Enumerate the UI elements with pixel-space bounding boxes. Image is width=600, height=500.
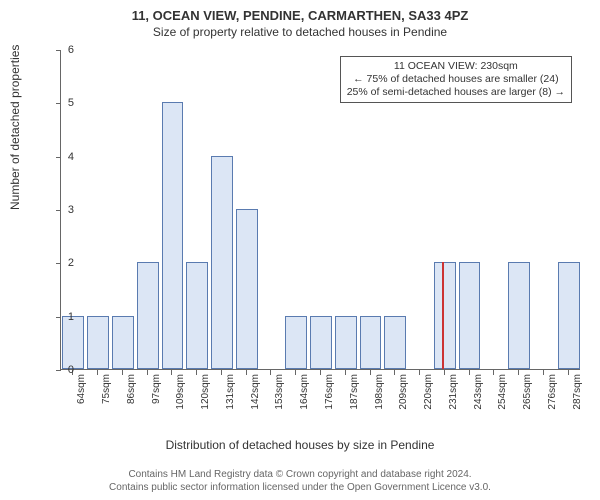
bar: [285, 316, 307, 369]
y-tick-label: 6: [44, 44, 74, 56]
x-tick-label: 109sqm: [175, 374, 186, 410]
x-tick-mark: [394, 370, 395, 375]
x-tick-label: 265sqm: [522, 374, 533, 410]
x-tick-label: 153sqm: [274, 374, 285, 410]
bar: [186, 262, 208, 369]
x-tick-label: 209sqm: [398, 374, 409, 410]
x-tick-label: 276sqm: [547, 374, 558, 410]
y-tick-label: 3: [44, 204, 74, 216]
x-tick-mark: [196, 370, 197, 375]
bar: [508, 262, 530, 369]
x-tick-mark: [320, 370, 321, 375]
bar: [360, 316, 382, 369]
x-tick-mark: [147, 370, 148, 375]
y-axis-label: Number of detached properties: [8, 45, 22, 210]
bar: [384, 316, 406, 369]
x-tick-label: 220sqm: [423, 374, 434, 410]
bar: [459, 262, 481, 369]
bar: [137, 262, 159, 369]
x-tick-label: 254sqm: [497, 374, 508, 410]
x-tick-label: 198sqm: [374, 374, 385, 410]
bar: [335, 316, 357, 369]
x-tick-label: 231sqm: [448, 374, 459, 410]
x-axis-label: Distribution of detached houses by size …: [0, 438, 600, 452]
chart-title-main: 11, OCEAN VIEW, PENDINE, CARMARTHEN, SA3…: [0, 0, 600, 23]
x-tick-mark: [543, 370, 544, 375]
x-tick-mark: [270, 370, 271, 375]
x-tick-mark: [469, 370, 470, 375]
bar: [211, 156, 233, 369]
annotation-line: ← 75% of detached houses are smaller (24…: [347, 73, 565, 86]
y-tick-label: 5: [44, 97, 74, 109]
footer-attribution: Contains HM Land Registry data © Crown c…: [0, 468, 600, 494]
bar: [62, 316, 84, 369]
bar: [162, 102, 184, 369]
bar: [558, 262, 580, 369]
x-tick-label: 243sqm: [473, 374, 484, 410]
annotation-line: 11 OCEAN VIEW: 230sqm: [347, 60, 565, 73]
x-tick-mark: [221, 370, 222, 375]
x-tick-label: 187sqm: [349, 374, 360, 410]
footer-line-2: Contains public sector information licen…: [0, 481, 600, 494]
footer-line-1: Contains HM Land Registry data © Crown c…: [0, 468, 600, 481]
x-tick-mark: [122, 370, 123, 375]
x-tick-mark: [444, 370, 445, 375]
y-tick-label: 0: [44, 364, 74, 376]
x-tick-mark: [568, 370, 569, 375]
x-tick-mark: [97, 370, 98, 375]
x-tick-label: 142sqm: [250, 374, 261, 410]
chart-area: 11 OCEAN VIEW: 230sqm← 75% of detached h…: [60, 50, 580, 370]
annotation-box: 11 OCEAN VIEW: 230sqm← 75% of detached h…: [340, 56, 572, 103]
x-tick-label: 64sqm: [76, 374, 87, 404]
x-tick-label: 287sqm: [572, 374, 583, 410]
subject-marker-line: [442, 262, 444, 369]
bar: [112, 316, 134, 369]
x-tick-mark: [345, 370, 346, 375]
y-tick-label: 2: [44, 257, 74, 269]
y-tick-label: 4: [44, 151, 74, 163]
x-tick-mark: [493, 370, 494, 375]
x-tick-mark: [419, 370, 420, 375]
bar: [310, 316, 332, 369]
x-tick-label: 120sqm: [200, 374, 211, 410]
x-tick-label: 75sqm: [101, 374, 112, 404]
x-tick-label: 131sqm: [225, 374, 236, 410]
bar: [434, 262, 456, 369]
x-tick-label: 97sqm: [151, 374, 162, 404]
x-tick-mark: [171, 370, 172, 375]
chart-title-sub: Size of property relative to detached ho…: [0, 23, 600, 39]
bar: [236, 209, 258, 369]
annotation-line: 25% of semi-detached houses are larger (…: [347, 86, 565, 99]
x-tick-label: 164sqm: [299, 374, 310, 410]
bar: [87, 316, 109, 369]
x-tick-label: 86sqm: [126, 374, 137, 404]
x-tick-mark: [370, 370, 371, 375]
x-tick-label: 176sqm: [324, 374, 335, 410]
x-tick-mark: [518, 370, 519, 375]
y-tick-label: 1: [44, 311, 74, 323]
x-tick-mark: [295, 370, 296, 375]
x-tick-mark: [246, 370, 247, 375]
